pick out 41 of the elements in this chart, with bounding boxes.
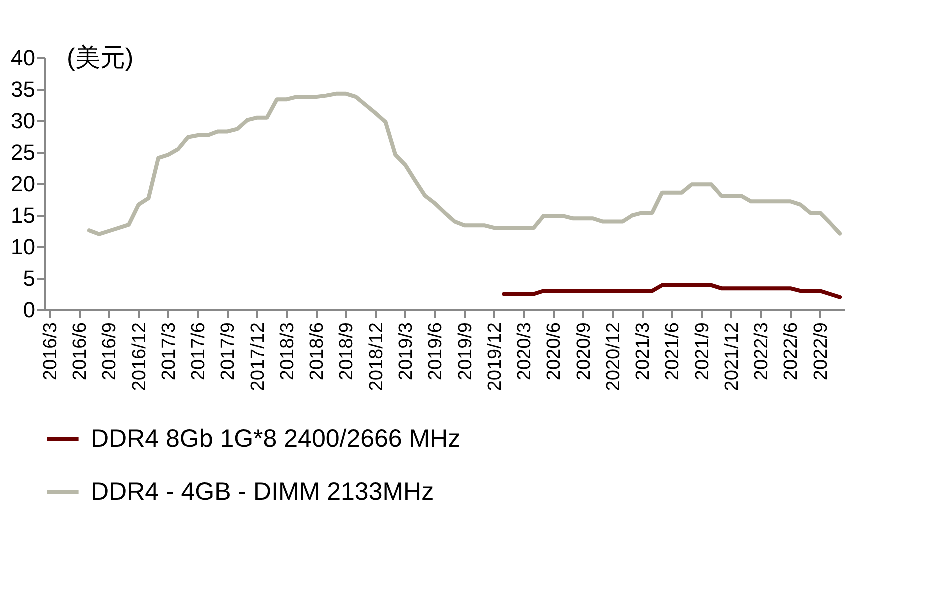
x-tick-label: 2022/3 [752,322,773,381]
y-tick-label: 30 [11,108,36,134]
x-tick-label: 2018/9 [336,322,358,381]
y-tick-label: 0 [23,298,36,322]
x-tick-label: 2022/6 [781,322,802,381]
x-tick-label: 2021/9 [692,322,714,381]
x-tick-label: 2019/12 [484,322,506,392]
x-tick-label: 2017/9 [218,322,240,381]
x-tick-label: 2016/3 [40,322,62,381]
y-tick-label: 35 [11,77,36,102]
x-tick-label: 2016/9 [100,322,121,381]
x-tick-label: 2020/6 [544,322,566,381]
y-tick-label: 15 [11,203,36,228]
x-tick-label: 2021/12 [722,322,743,392]
y-tick-label: 20 [11,172,36,196]
y-tick-label: 10 [11,234,36,260]
x-tick-label: 2019/3 [396,322,417,381]
legend-label: DDR4 8Gb 1G*8 2400/2666 MHz [91,425,461,453]
x-tick-label: 2018/12 [366,322,388,392]
legend-label: DDR4 - 4GB - DIMM 2133MHz [91,478,434,506]
x-tick-label: 2021/3 [633,322,654,381]
x-tick-label: 2018/3 [277,322,298,381]
x-tick-label: 2020/3 [514,322,536,381]
y-tick-label: 25 [11,140,36,165]
x-tick-label: 2017/3 [158,322,180,381]
y-tick-label: 5 [23,266,36,291]
x-tick-label: 2017/6 [188,322,210,381]
x-tick-label: 2020/9 [574,322,595,381]
line-series [87,92,842,236]
x-tick-label: 2019/6 [426,322,447,381]
x-tick-label: 2017/12 [248,322,269,392]
x-tick-label: 2019/9 [455,322,476,381]
line-series [502,283,842,300]
x-tick-label: 2016/6 [70,322,92,381]
annotation: (美元) [67,44,134,72]
x-tick-label: 2018/6 [307,322,328,381]
x-tick-label: 2020/12 [603,322,624,392]
x-tick-label: 2022/9 [810,322,832,381]
x-tick-label: 2016/12 [129,322,150,392]
x-tick-label: 2021/6 [662,322,684,381]
y-tick-label: 40 [11,46,36,70]
